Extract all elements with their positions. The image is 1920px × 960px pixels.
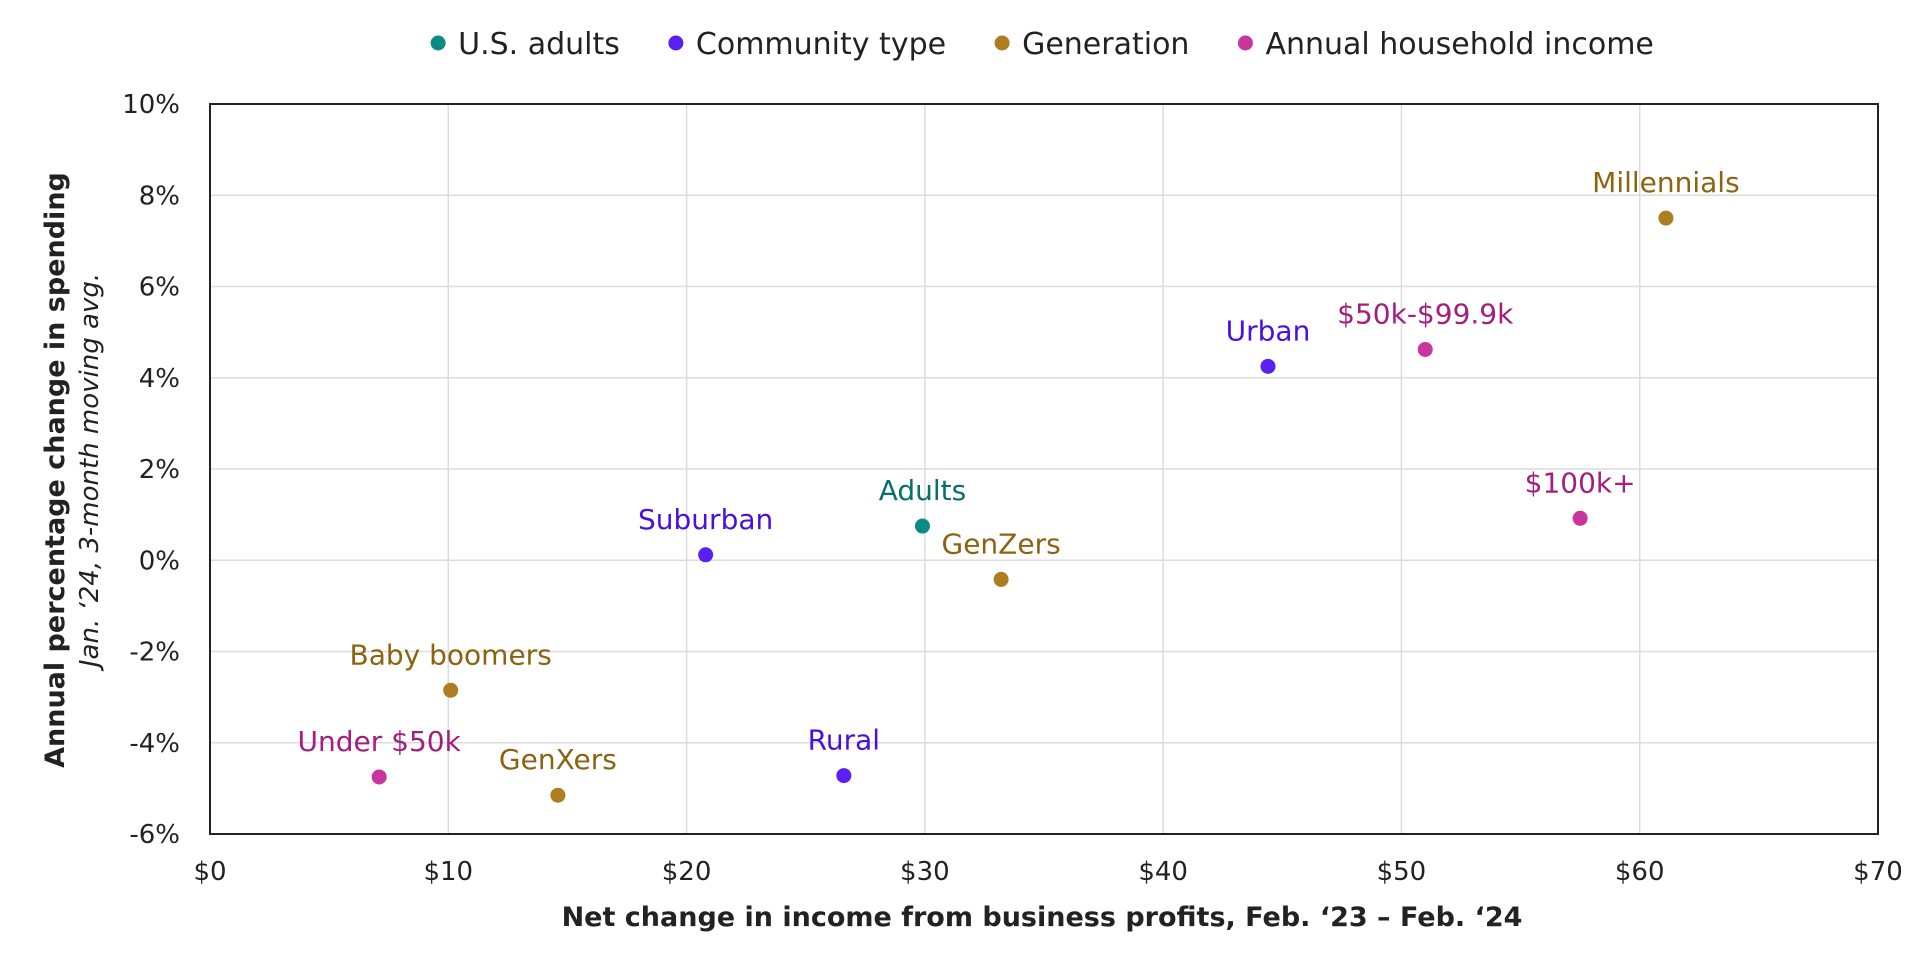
data-label: $50k-$99.9k bbox=[1337, 297, 1514, 330]
y-tick-label: 0% bbox=[139, 546, 180, 576]
y-tick-label: -2% bbox=[129, 638, 180, 668]
y-axis-subtitle: Jan. ‘24, 3-month moving avg. bbox=[75, 273, 105, 672]
data-point bbox=[993, 571, 1009, 587]
y-tick-label: 6% bbox=[139, 273, 180, 303]
legend-item: U.S. adults bbox=[430, 27, 620, 62]
data-points bbox=[371, 210, 1674, 803]
x-tick-label: $30 bbox=[900, 857, 950, 887]
data-label: Baby boomers bbox=[350, 638, 552, 671]
legend-item: Annual household income bbox=[1237, 27, 1654, 62]
x-tick-label: $0 bbox=[193, 857, 226, 887]
legend-marker bbox=[1237, 35, 1253, 51]
legend-label: U.S. adults bbox=[458, 27, 620, 62]
x-tick-label: $60 bbox=[1615, 857, 1665, 887]
x-axis-title: Net change in income from business profi… bbox=[562, 902, 1523, 933]
x-tick-label: $50 bbox=[1377, 857, 1427, 887]
y-tick-label: 8% bbox=[139, 181, 180, 211]
data-point bbox=[550, 787, 566, 803]
data-labels: Adults Suburban Urban Rural Millennials GenZe… bbox=[298, 166, 1740, 776]
x-axis-ticks: $0 $10 $20 $30 $40 $50 $60 $70 bbox=[193, 857, 1902, 887]
legend-marker bbox=[668, 35, 684, 51]
y-axis-ticks: -6% -4% -2% 0% 2% 4% 6% 8% 10% bbox=[122, 90, 180, 850]
data-point bbox=[443, 682, 459, 698]
data-label: Rural bbox=[808, 724, 880, 757]
data-label: GenZers bbox=[942, 527, 1061, 560]
data-label: $100k+ bbox=[1525, 466, 1636, 499]
legend-item: Generation bbox=[994, 27, 1189, 62]
plot-area-frame bbox=[209, 103, 1879, 835]
legend-label: Annual household income bbox=[1265, 27, 1653, 62]
data-point bbox=[1417, 341, 1433, 357]
data-label: Urban bbox=[1226, 314, 1311, 347]
data-point bbox=[371, 769, 387, 785]
y-axis-title: Annual percentage change in spending bbox=[40, 172, 71, 768]
data-point bbox=[1658, 210, 1674, 226]
data-point bbox=[836, 768, 852, 784]
data-point bbox=[1260, 358, 1276, 374]
legend-label: Generation bbox=[1022, 27, 1189, 62]
data-label: Adults bbox=[879, 474, 967, 507]
y-tick-label: 2% bbox=[139, 455, 180, 485]
x-tick-label: $40 bbox=[1138, 857, 1188, 887]
data-label: GenXers bbox=[499, 743, 617, 776]
x-tick-label: $20 bbox=[662, 857, 712, 887]
x-tick-label: $70 bbox=[1853, 857, 1903, 887]
x-tick-label: $10 bbox=[423, 857, 473, 887]
data-label: Suburban bbox=[638, 503, 773, 536]
data-label: Under $50k bbox=[298, 725, 462, 758]
data-point bbox=[1572, 510, 1588, 526]
y-tick-label: -4% bbox=[129, 729, 180, 759]
data-point bbox=[698, 547, 714, 563]
legend-marker bbox=[430, 35, 446, 51]
data-point bbox=[914, 518, 930, 534]
y-tick-label: 10% bbox=[122, 90, 180, 120]
legend-marker bbox=[994, 35, 1010, 51]
data-label: Millennials bbox=[1592, 166, 1740, 199]
legend-label: Community type bbox=[696, 27, 946, 62]
y-tick-label: -6% bbox=[129, 820, 180, 850]
legend-item: Community type bbox=[668, 27, 946, 62]
legend: U.S. adults Community type Generation Annua… bbox=[430, 27, 1654, 62]
y-tick-label: 4% bbox=[139, 364, 180, 394]
